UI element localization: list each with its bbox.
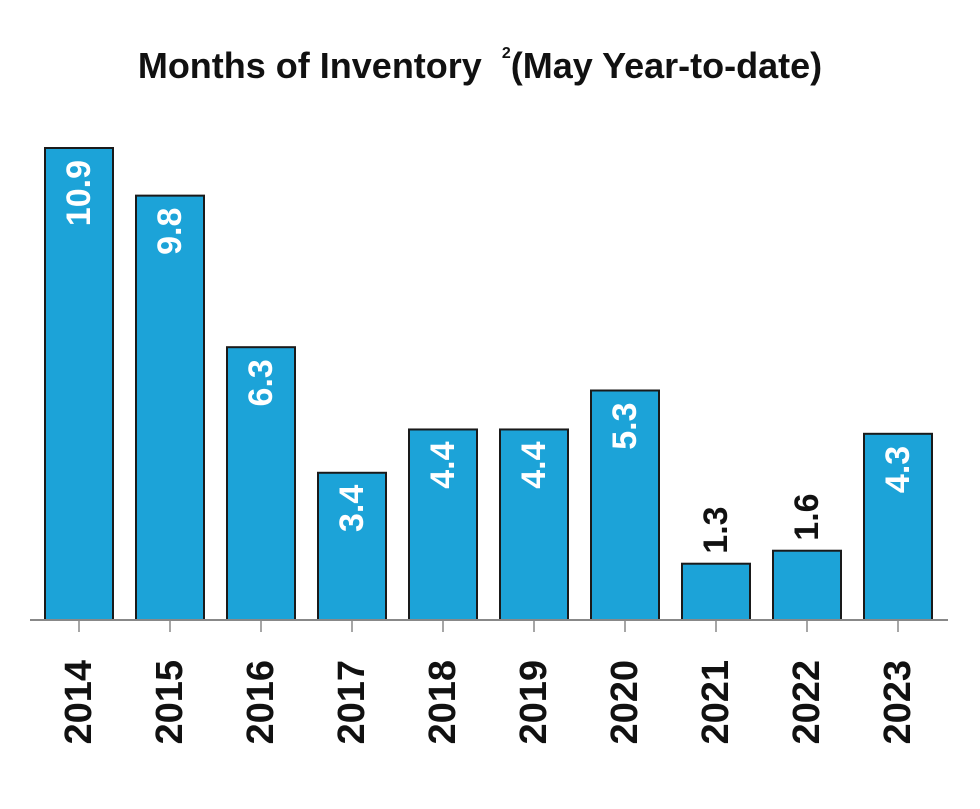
value-label-2017: 3.4 (333, 485, 371, 532)
bar-2019 (499, 428, 569, 621)
x-tick-label-2019: 2019 (513, 660, 555, 745)
x-tick-label-2020: 2020 (604, 660, 646, 745)
chart-title-main: Months of Inventory (138, 45, 482, 86)
chart-title: Months of Inventory 2(May Year-to-date) (138, 45, 822, 86)
x-tick-label-2015: 2015 (149, 660, 191, 745)
value-label-2020: 5.3 (606, 402, 644, 449)
bars (44, 147, 933, 622)
bar-2014 (44, 147, 114, 621)
bar-2015 (135, 194, 205, 621)
x-tick-label-2014: 2014 (58, 660, 100, 745)
bar-2022 (772, 549, 842, 621)
value-labels: 10.9 9.8 6.3 3.4 4.4 4.4 5.3 1.3 1.6 4.3 (60, 160, 917, 554)
x-axis-ticks (78, 620, 899, 632)
value-label-2016: 6.3 (242, 359, 280, 406)
x-tick-label-2022: 2022 (786, 660, 828, 745)
bar-2023 (863, 432, 933, 621)
x-tick-label-2016: 2016 (240, 660, 282, 745)
x-tick-label-2018: 2018 (422, 660, 464, 745)
chart-title-superscript: 2 (502, 45, 511, 62)
value-label-2015: 9.8 (151, 208, 189, 255)
value-label-2022: 1.6 (788, 493, 826, 540)
value-label-2014: 10.9 (60, 160, 98, 226)
value-label-2018: 4.4 (424, 441, 462, 488)
value-label-2023: 4.3 (879, 446, 917, 493)
chart-subtitle: (May Year-to-date) (511, 45, 822, 86)
bar-2021 (681, 562, 751, 621)
bar-2017 (317, 471, 387, 621)
value-label-2019: 4.4 (515, 441, 553, 488)
x-axis-tick-labels: 2014 2015 2016 2017 2018 2019 2020 2021 2022 2023 (58, 660, 919, 745)
bar-2016 (226, 346, 296, 621)
x-tick-label-2021: 2021 (695, 660, 737, 745)
value-label-2021: 1.3 (697, 506, 735, 553)
x-tick-label-2017: 2017 (331, 660, 373, 745)
x-tick-label-2023: 2023 (877, 660, 919, 745)
